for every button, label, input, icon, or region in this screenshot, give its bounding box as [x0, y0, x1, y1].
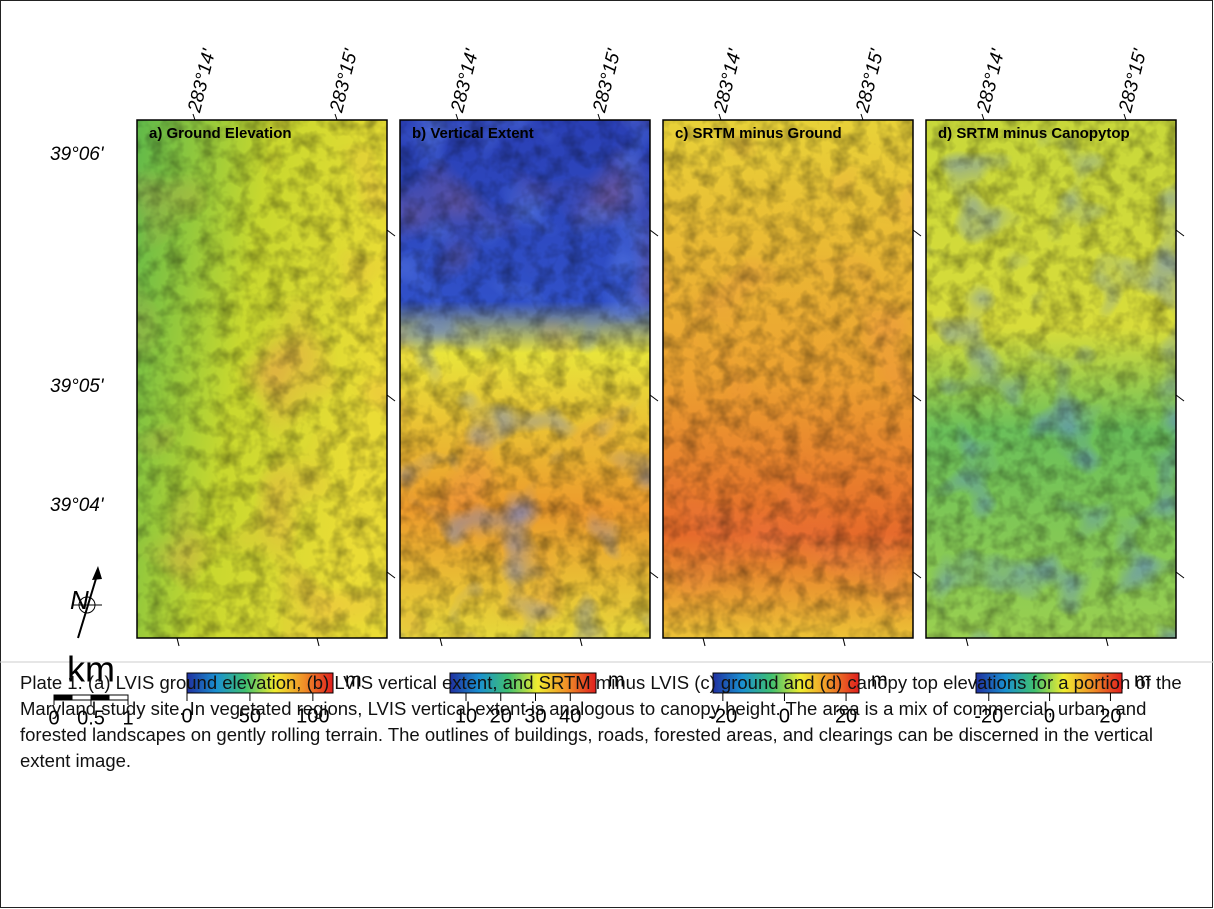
- edge-tick: [1176, 230, 1184, 236]
- edge-tick: [317, 638, 319, 646]
- map-texture: [926, 120, 1176, 638]
- map-texture: [400, 120, 650, 638]
- edge-tick: [177, 638, 179, 646]
- lon-label: 283°15': [852, 46, 888, 116]
- lon-tick: [456, 114, 458, 120]
- edge-tick: [440, 638, 442, 646]
- edge-tick: [387, 395, 395, 401]
- lat-label: 39°04': [50, 495, 105, 516]
- lon-tick: [1124, 114, 1126, 120]
- panel-title: b) Vertical Extent: [412, 125, 534, 142]
- panel-title: c) SRTM minus Ground: [675, 125, 842, 142]
- map-texture: [137, 120, 387, 638]
- edge-tick: [1176, 572, 1184, 578]
- panel-title: d) SRTM minus Canopytop: [938, 125, 1130, 142]
- lat-label: 39°06': [50, 144, 105, 165]
- caption: Plate 1. (a) LVIS ground elevation, (b) …: [20, 670, 1190, 774]
- edge-tick: [580, 638, 582, 646]
- lon-label: 283°15': [589, 46, 625, 116]
- lon-tick: [193, 114, 195, 120]
- edge-tick: [650, 572, 658, 578]
- edge-tick: [1176, 395, 1184, 401]
- panel-title: a) Ground Elevation: [149, 125, 292, 142]
- lat-label: 39°05': [50, 376, 105, 397]
- edge-tick: [1106, 638, 1108, 646]
- edge-tick: [913, 572, 921, 578]
- edge-tick: [650, 230, 658, 236]
- edge-tick: [913, 230, 921, 236]
- edge-tick: [387, 230, 395, 236]
- lon-label: 283°14': [184, 46, 220, 116]
- lon-label: 283°15': [326, 46, 362, 116]
- edge-tick: [913, 395, 921, 401]
- lon-label: 283°15': [1115, 46, 1151, 116]
- edge-tick: [650, 395, 658, 401]
- lon-label: 283°14': [710, 46, 746, 116]
- lon-label: 283°14': [973, 46, 1009, 116]
- lon-tick: [719, 114, 721, 120]
- edge-tick: [966, 638, 968, 646]
- figure: N a) Ground Elevation283°14'283°15'm0501…: [0, 0, 1214, 909]
- map-texture: [663, 120, 913, 638]
- edge-tick: [703, 638, 705, 646]
- lon-tick: [861, 114, 863, 120]
- lon-tick: [335, 114, 337, 120]
- edge-tick: [387, 572, 395, 578]
- lon-tick: [982, 114, 984, 120]
- lon-tick: [598, 114, 600, 120]
- north-arrow: N: [70, 566, 102, 638]
- lon-label: 283°14': [447, 46, 483, 116]
- edge-tick: [843, 638, 845, 646]
